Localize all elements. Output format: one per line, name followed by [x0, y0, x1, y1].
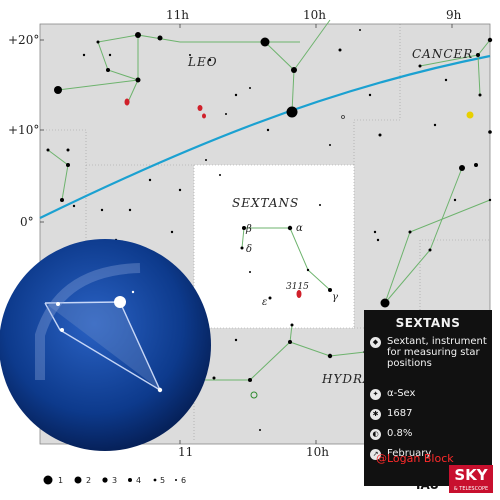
- dec-label-10: +10°: [8, 123, 39, 137]
- alpha-label: α: [296, 223, 303, 234]
- ra-label-10h: 10h: [303, 8, 326, 22]
- sky-logo-text: SKY: [454, 466, 488, 484]
- open-cluster: [466, 111, 474, 119]
- sky-logo-subtext: & TELESCOPE: [453, 486, 489, 492]
- brightest-star-row: ✦ α-Sex: [370, 388, 415, 400]
- info-panel: SEXTANS ◆ Sextant, instrument for measur…: [364, 310, 492, 486]
- credit-text: @Logan Block: [376, 452, 454, 465]
- svg-text:6: 6: [181, 476, 186, 485]
- brightest-star-text: α-Sex: [387, 388, 416, 399]
- meaning-text: Sextant, instrument for measuring star p…: [387, 336, 487, 369]
- svg-text:2: 2: [86, 476, 91, 485]
- ra-label-11h: 11h: [166, 8, 189, 22]
- dec-label-20: +20°: [8, 33, 39, 47]
- month-text: February: [387, 448, 432, 459]
- svg-text:3: 3: [112, 476, 117, 485]
- sextans-region: [194, 165, 354, 328]
- leo-label: LEO: [187, 55, 218, 69]
- chart-frame: [39, 23, 491, 445]
- beta-label: β: [245, 224, 252, 235]
- month-row: ↗ February: [370, 448, 431, 460]
- ra-label-bottom-10h: 10h: [306, 445, 329, 459]
- meaning-icon: ◆: [370, 337, 381, 348]
- star-icon: ✦: [370, 389, 381, 400]
- sky-fraction-icon: ◐: [370, 429, 381, 440]
- telescope-icon: ↗: [370, 449, 381, 460]
- info-title: SEXTANS: [395, 316, 461, 330]
- magnitude-legend: 1 2 3 4 5 6: [43, 475, 186, 485]
- ra-label-bottom-11: 11: [178, 445, 193, 459]
- ngc-3115-label: 3115: [286, 282, 309, 292]
- planetary-nebula: [341, 115, 345, 119]
- iau-logo: IAU: [416, 478, 440, 492]
- constellation-globe: [0, 239, 211, 451]
- sky-fraction-row: ◐ 0.8%: [370, 428, 412, 440]
- svg-text:4: 4: [136, 476, 141, 485]
- cancer-label: CANCER: [412, 47, 473, 61]
- sextans-label: SEXTANS: [232, 196, 299, 210]
- galaxies: [124, 98, 302, 298]
- year-text: 1687: [387, 408, 413, 419]
- ecliptic-line: [39, 54, 491, 219]
- globular-cluster: [250, 391, 258, 399]
- year-row: ✱ 1687: [370, 408, 412, 420]
- dec-label-0: 0°: [20, 215, 34, 229]
- calendar-icon: ✱: [370, 409, 381, 420]
- hydra-label: HYDRA: [321, 372, 373, 386]
- epsilon-label: ε: [262, 297, 267, 308]
- meaning-row: ◆ Sextant, instrument for measuring star…: [370, 336, 492, 369]
- axis-ticks: [40, 24, 453, 444]
- gamma-label: γ: [332, 292, 338, 303]
- svg-text:5: 5: [160, 476, 165, 485]
- svg-text:1: 1: [58, 476, 63, 485]
- delta-label: δ: [246, 244, 252, 255]
- ra-label-9h: 9h: [446, 8, 462, 22]
- sky-telescope-logo: SKY & TELESCOPE: [449, 465, 493, 493]
- sky-fraction-text: 0.8%: [387, 428, 413, 439]
